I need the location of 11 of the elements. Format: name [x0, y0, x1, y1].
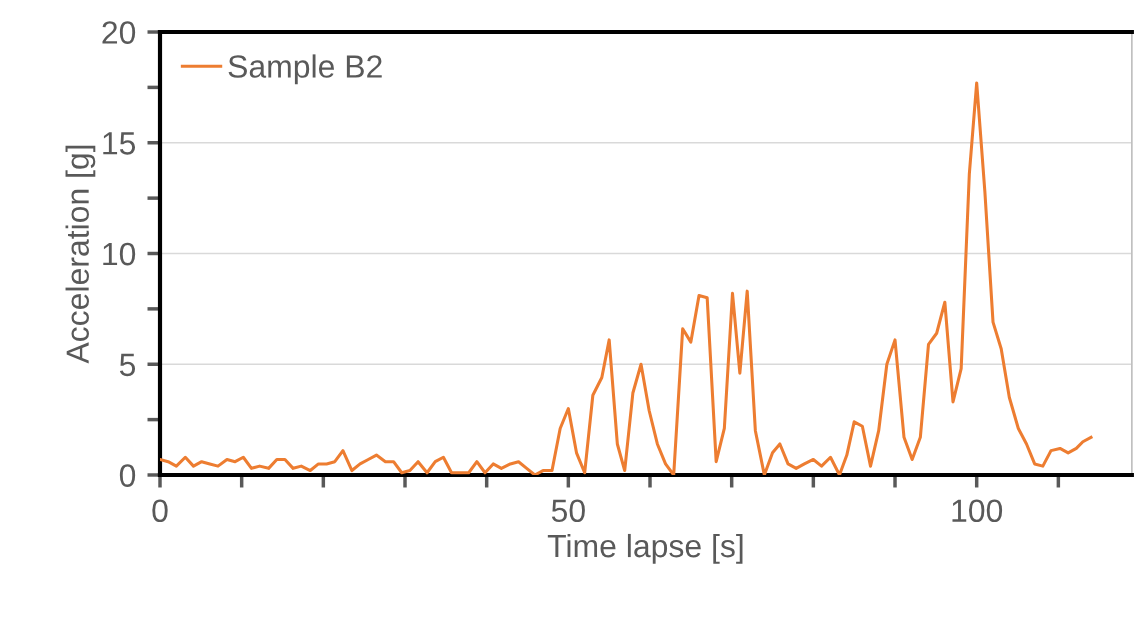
x-tick-label: 0 [152, 499, 168, 523]
x-tick-label: 100 [952, 499, 1003, 523]
y-axis-title: Acceleration [g] [65, 145, 96, 364]
legend-label: Sample B2 [228, 54, 382, 85]
y-tick-label: 10 [103, 242, 136, 266]
y-tick-label: 15 [103, 132, 136, 155]
y-tick-label: 0 [119, 464, 136, 487]
x-axis-title: Time lapse [s] [547, 533, 743, 564]
x-tick-label: 50 [551, 499, 585, 523]
y-tick-label: 20 [102, 21, 136, 44]
y-tick-label: 5 [119, 353, 136, 377]
